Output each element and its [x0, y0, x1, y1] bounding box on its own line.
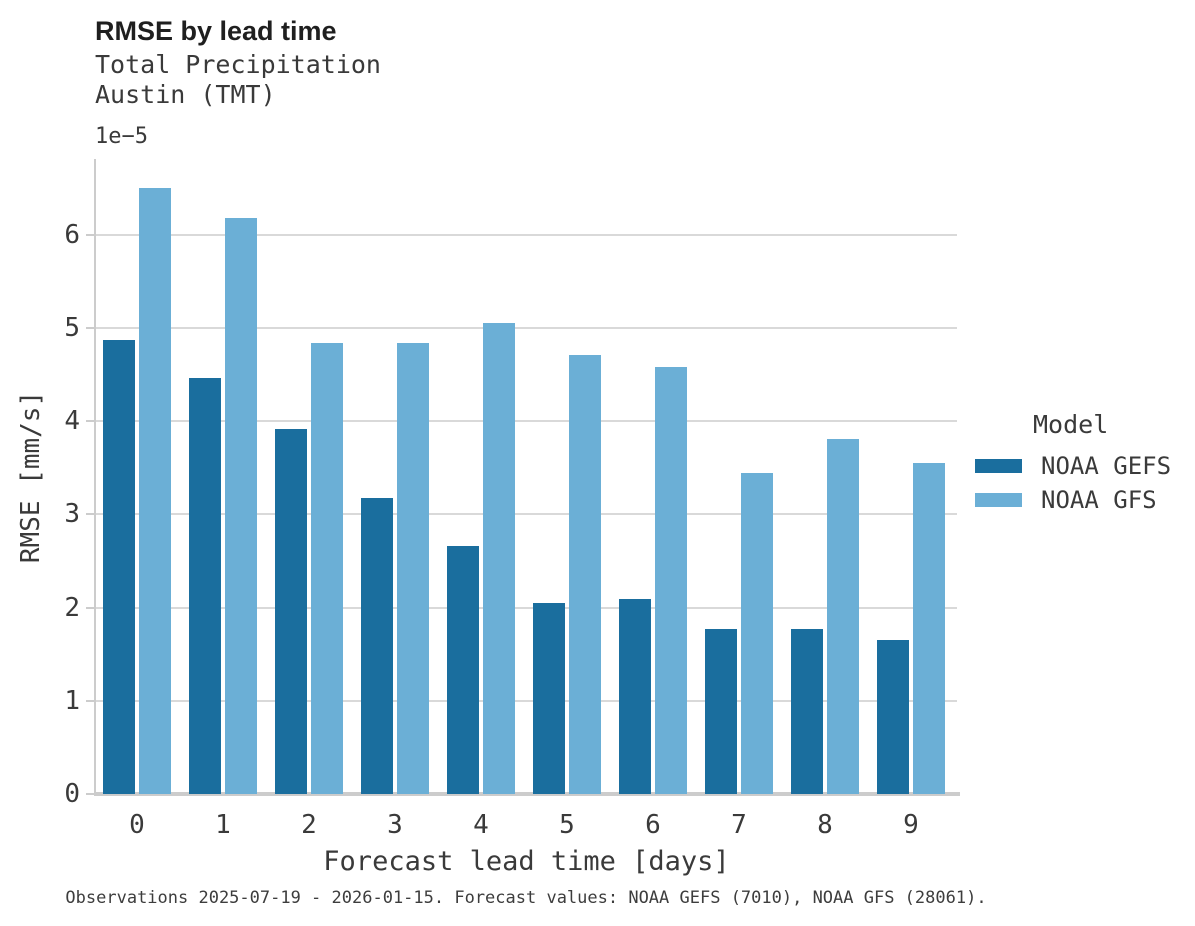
- bar-noaa-gefs-lead2: [275, 428, 307, 794]
- legend-swatch-icon: [975, 459, 1022, 473]
- y-tick-label-5: 5: [64, 313, 80, 344]
- legend-item-label: NOAA GEFS: [1041, 452, 1172, 480]
- chart-subtitle-line2: Austin (TMT): [95, 80, 276, 109]
- bar-noaa-gfs-lead4: [483, 322, 515, 794]
- bar-noaa-gefs-lead7: [705, 629, 737, 794]
- y-axis-spine: [94, 159, 96, 796]
- y-tick-label-6: 6: [64, 219, 80, 250]
- gridline-y5: [96, 327, 957, 330]
- y-tickmark-2: [86, 606, 94, 609]
- x-tick-label-1: 1: [215, 810, 231, 840]
- bar-noaa-gfs-lead9: [913, 463, 945, 794]
- bar-noaa-gefs-lead6: [619, 599, 651, 794]
- legend: Model NOAA GEFS NOAA GFS: [975, 410, 1190, 517]
- bar-noaa-gfs-lead7: [741, 473, 773, 794]
- chart-subtitle: Total Precipitation Austin (TMT): [95, 50, 381, 110]
- legend-item-noaa-gfs: NOAA GFS: [975, 483, 1190, 517]
- plot-area: [96, 159, 957, 794]
- legend-title: Model: [1033, 410, 1109, 439]
- caption: Observations 2025-07-19 - 2026-01-15. Fo…: [65, 888, 987, 908]
- y-tick-label-1: 1: [64, 685, 80, 716]
- y-tick-label-2: 2: [64, 592, 80, 623]
- x-tick-label-7: 7: [731, 810, 747, 840]
- bar-noaa-gefs-lead5: [533, 603, 565, 794]
- x-tick-label-5: 5: [559, 810, 575, 840]
- x-axis-line: [94, 792, 960, 796]
- bar-noaa-gfs-lead6: [655, 367, 687, 794]
- legend-swatch-icon: [975, 493, 1022, 507]
- bar-noaa-gefs-lead8: [791, 629, 823, 794]
- bar-noaa-gfs-lead5: [569, 355, 601, 794]
- y-tickmark-1: [86, 699, 94, 702]
- bar-noaa-gfs-lead2: [311, 343, 343, 794]
- y-tick-label-3: 3: [64, 499, 80, 530]
- x-tick-label-3: 3: [387, 810, 403, 840]
- bar-noaa-gefs-lead1: [189, 378, 221, 794]
- gridline-y2: [96, 606, 957, 609]
- y-tickmark-3: [86, 513, 94, 516]
- legend-item-noaa-gefs: NOAA GEFS: [975, 449, 1190, 483]
- x-tick-label-8: 8: [817, 810, 833, 840]
- y-axis-offset-label: 1e−5: [95, 124, 148, 149]
- x-tick-label-2: 2: [301, 810, 317, 840]
- chart-subtitle-line1: Total Precipitation: [95, 50, 381, 79]
- legend-item-label: NOAA GFS: [1041, 486, 1157, 514]
- x-tick-label-0: 0: [129, 810, 145, 840]
- bar-noaa-gefs-lead4: [447, 546, 479, 794]
- bar-noaa-gfs-lead3: [397, 343, 429, 794]
- y-tick-label-4: 4: [64, 406, 80, 437]
- bar-noaa-gefs-lead9: [877, 640, 909, 794]
- x-axis-title: Forecast lead time [days]: [323, 846, 730, 877]
- gridline-y6: [96, 233, 957, 236]
- x-tick-label-4: 4: [473, 810, 489, 840]
- gridline-y4: [96, 420, 957, 423]
- bar-noaa-gfs-lead8: [827, 439, 859, 794]
- y-tickmark-4: [86, 420, 94, 423]
- y-tickmark-6: [86, 233, 94, 236]
- chart-title: RMSE by lead time: [95, 16, 337, 46]
- y-tickmark-0: [86, 793, 94, 795]
- legend-items: NOAA GEFS NOAA GFS: [975, 449, 1190, 517]
- gridline-y3: [96, 513, 957, 516]
- bar-noaa-gfs-lead0: [139, 188, 171, 794]
- y-tick-label-0: 0: [64, 779, 80, 809]
- y-tickmark-5: [86, 327, 94, 330]
- bar-noaa-gfs-lead1: [225, 218, 257, 794]
- bar-noaa-gefs-lead3: [361, 497, 393, 794]
- bar-noaa-gefs-lead0: [103, 340, 135, 794]
- x-tick-label-6: 6: [645, 810, 661, 840]
- x-tick-label-9: 9: [903, 810, 919, 840]
- gridline-y1: [96, 699, 957, 702]
